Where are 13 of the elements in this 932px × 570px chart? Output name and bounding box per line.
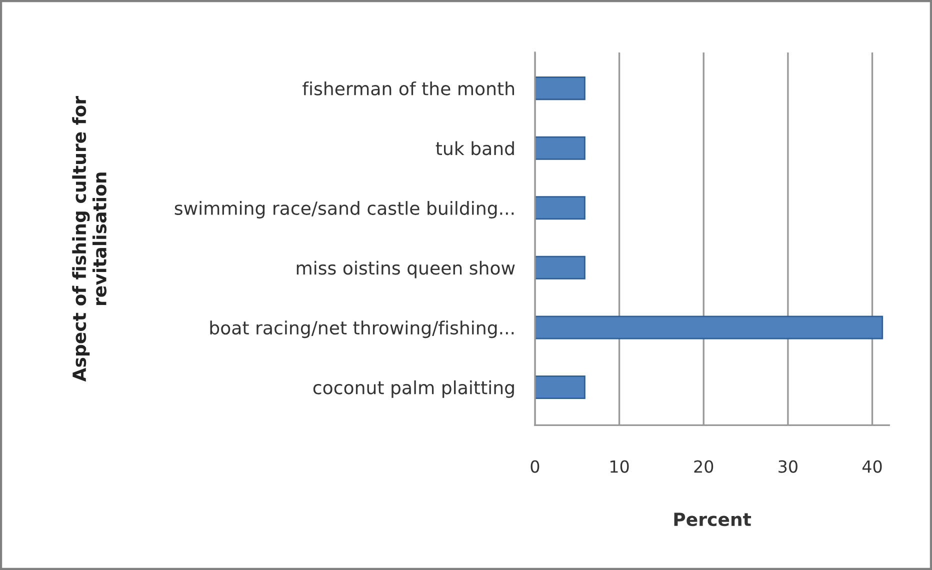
x-tick-label: 10 xyxy=(610,460,629,473)
x-tick-label: 30 xyxy=(778,460,798,473)
x-tick-label: 20 xyxy=(694,460,714,473)
x-axis-title: Percent xyxy=(674,512,752,526)
y-tick-label: boat racing/net throwing/fishing... xyxy=(210,320,514,338)
y-tick-label: swimming race/sand castle building... xyxy=(174,201,514,219)
y-tick-label: coconut palm plaitting xyxy=(313,380,514,398)
y-tick-label: tuk band xyxy=(436,141,514,156)
x-tick-label: 40 xyxy=(862,460,882,473)
y-axis-title: Aspect of fishing culture for revitalisation xyxy=(72,96,106,382)
x-tick-label: 0 xyxy=(530,460,540,473)
y-tick-label: miss oistins queen show xyxy=(296,260,515,278)
y-tick-label: fisherman of the month xyxy=(302,81,514,96)
